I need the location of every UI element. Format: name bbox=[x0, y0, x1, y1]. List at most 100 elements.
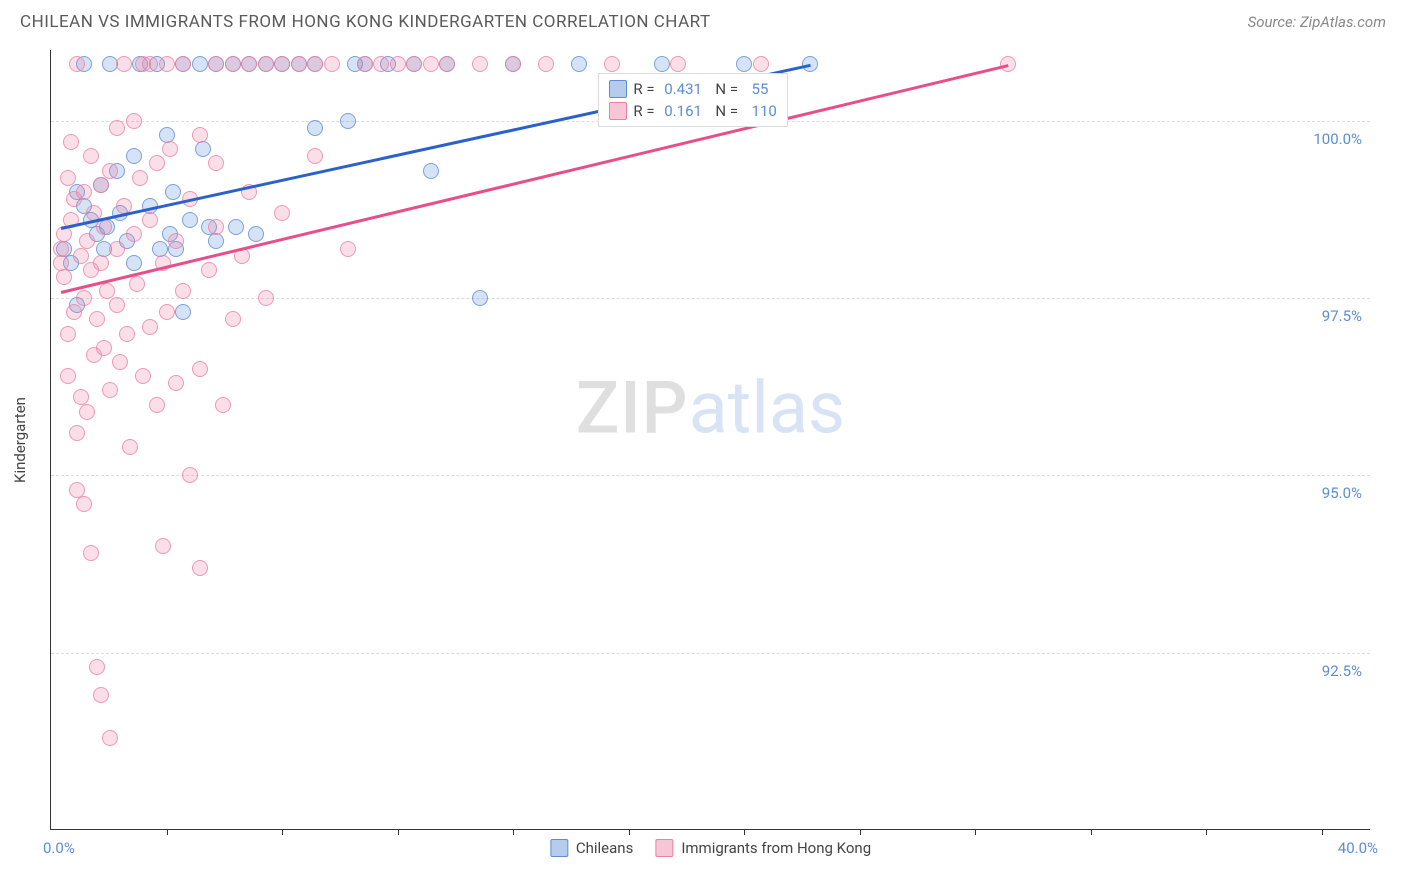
data-point bbox=[126, 255, 142, 271]
legend-r-label: R = bbox=[633, 102, 654, 120]
data-point bbox=[60, 170, 76, 186]
data-point bbox=[505, 56, 521, 72]
data-point bbox=[69, 425, 85, 441]
series-name: Chileans bbox=[576, 839, 633, 857]
data-point bbox=[89, 659, 105, 675]
x-tick bbox=[975, 829, 976, 835]
data-point bbox=[324, 56, 340, 72]
x-tick bbox=[629, 829, 630, 835]
data-point bbox=[116, 56, 132, 72]
plot-region: ZIPatlas 92.5%95.0%97.5%100.0%0.0%40.0%R… bbox=[50, 50, 1370, 830]
data-point bbox=[66, 304, 82, 320]
x-tick bbox=[167, 829, 168, 835]
data-point bbox=[423, 56, 439, 72]
data-point bbox=[159, 56, 175, 72]
legend-n-label: N = bbox=[708, 80, 738, 98]
series-legend-item: Immigrants from Hong Kong bbox=[655, 839, 871, 857]
stats-legend-row: R = 0.161 N = 110 bbox=[609, 100, 776, 122]
data-point bbox=[102, 730, 118, 746]
data-point bbox=[258, 290, 274, 306]
data-point bbox=[307, 120, 323, 136]
y-tick-label: 95.0% bbox=[1322, 484, 1362, 502]
gridline bbox=[51, 298, 1370, 299]
data-point bbox=[201, 262, 217, 278]
legend-swatch bbox=[655, 839, 673, 857]
data-point bbox=[195, 141, 211, 157]
data-point bbox=[142, 56, 158, 72]
series-legend-item: Chileans bbox=[550, 839, 633, 857]
data-point bbox=[168, 233, 184, 249]
data-point bbox=[373, 56, 389, 72]
data-point bbox=[79, 404, 95, 420]
data-point bbox=[291, 56, 307, 72]
gridline bbox=[51, 653, 1370, 654]
data-point bbox=[162, 141, 178, 157]
x-tick bbox=[513, 829, 514, 835]
data-point bbox=[423, 163, 439, 179]
data-point bbox=[225, 311, 241, 327]
data-point bbox=[63, 134, 79, 150]
data-point bbox=[192, 560, 208, 576]
data-point bbox=[119, 326, 135, 342]
data-point bbox=[93, 687, 109, 703]
data-point bbox=[248, 226, 264, 242]
data-point bbox=[89, 311, 105, 327]
data-point bbox=[99, 283, 115, 299]
y-axis-label: Kindergarten bbox=[11, 397, 29, 483]
x-tick-label-min: 0.0% bbox=[43, 839, 75, 857]
x-tick bbox=[860, 829, 861, 835]
data-point bbox=[406, 56, 422, 72]
legend-swatch bbox=[609, 102, 627, 120]
data-point bbox=[753, 56, 769, 72]
chart-source: Source: ZipAtlas.com bbox=[1248, 13, 1386, 31]
data-point bbox=[126, 226, 142, 242]
data-point bbox=[241, 56, 257, 72]
data-point bbox=[76, 184, 92, 200]
data-point bbox=[93, 177, 109, 193]
y-tick-label: 97.5% bbox=[1322, 307, 1362, 325]
data-point bbox=[439, 56, 455, 72]
data-point bbox=[192, 56, 208, 72]
data-point bbox=[175, 56, 191, 72]
data-point bbox=[192, 127, 208, 143]
data-point bbox=[208, 56, 224, 72]
data-point bbox=[175, 304, 191, 320]
data-point bbox=[126, 148, 142, 164]
data-point bbox=[182, 212, 198, 228]
data-point bbox=[76, 290, 92, 306]
legend-n-value: 110 bbox=[744, 102, 777, 120]
stats-legend: R = 0.431 N = 55R = 0.161 N = 110 bbox=[598, 73, 787, 127]
x-tick bbox=[1206, 829, 1207, 835]
data-point bbox=[73, 248, 89, 264]
data-point bbox=[60, 326, 76, 342]
legend-r-value: 0.161 bbox=[661, 102, 702, 120]
data-point bbox=[142, 319, 158, 335]
data-point bbox=[307, 56, 323, 72]
data-point bbox=[122, 439, 138, 455]
legend-n-label: N = bbox=[708, 102, 738, 120]
y-tick-label: 92.5% bbox=[1322, 662, 1362, 680]
data-point bbox=[274, 205, 290, 221]
data-point bbox=[340, 241, 356, 257]
x-tick bbox=[1091, 829, 1092, 835]
legend-swatch bbox=[609, 80, 627, 98]
watermark-atlas: atlas bbox=[689, 366, 846, 451]
chart-header: CHILEAN VS IMMIGRANTS FROM HONG KONG KIN… bbox=[0, 0, 1406, 40]
data-point bbox=[79, 233, 95, 249]
data-point bbox=[56, 269, 72, 285]
data-point bbox=[149, 155, 165, 171]
data-point bbox=[670, 56, 686, 72]
data-point bbox=[109, 297, 125, 313]
data-point bbox=[135, 368, 151, 384]
x-tick bbox=[1322, 829, 1323, 835]
x-tick bbox=[282, 829, 283, 835]
data-point bbox=[274, 56, 290, 72]
data-point bbox=[175, 283, 191, 299]
data-point bbox=[307, 148, 323, 164]
data-point bbox=[142, 212, 158, 228]
data-point bbox=[60, 368, 76, 384]
x-tick bbox=[398, 829, 399, 835]
data-point bbox=[538, 56, 554, 72]
data-point bbox=[208, 219, 224, 235]
data-point bbox=[258, 56, 274, 72]
